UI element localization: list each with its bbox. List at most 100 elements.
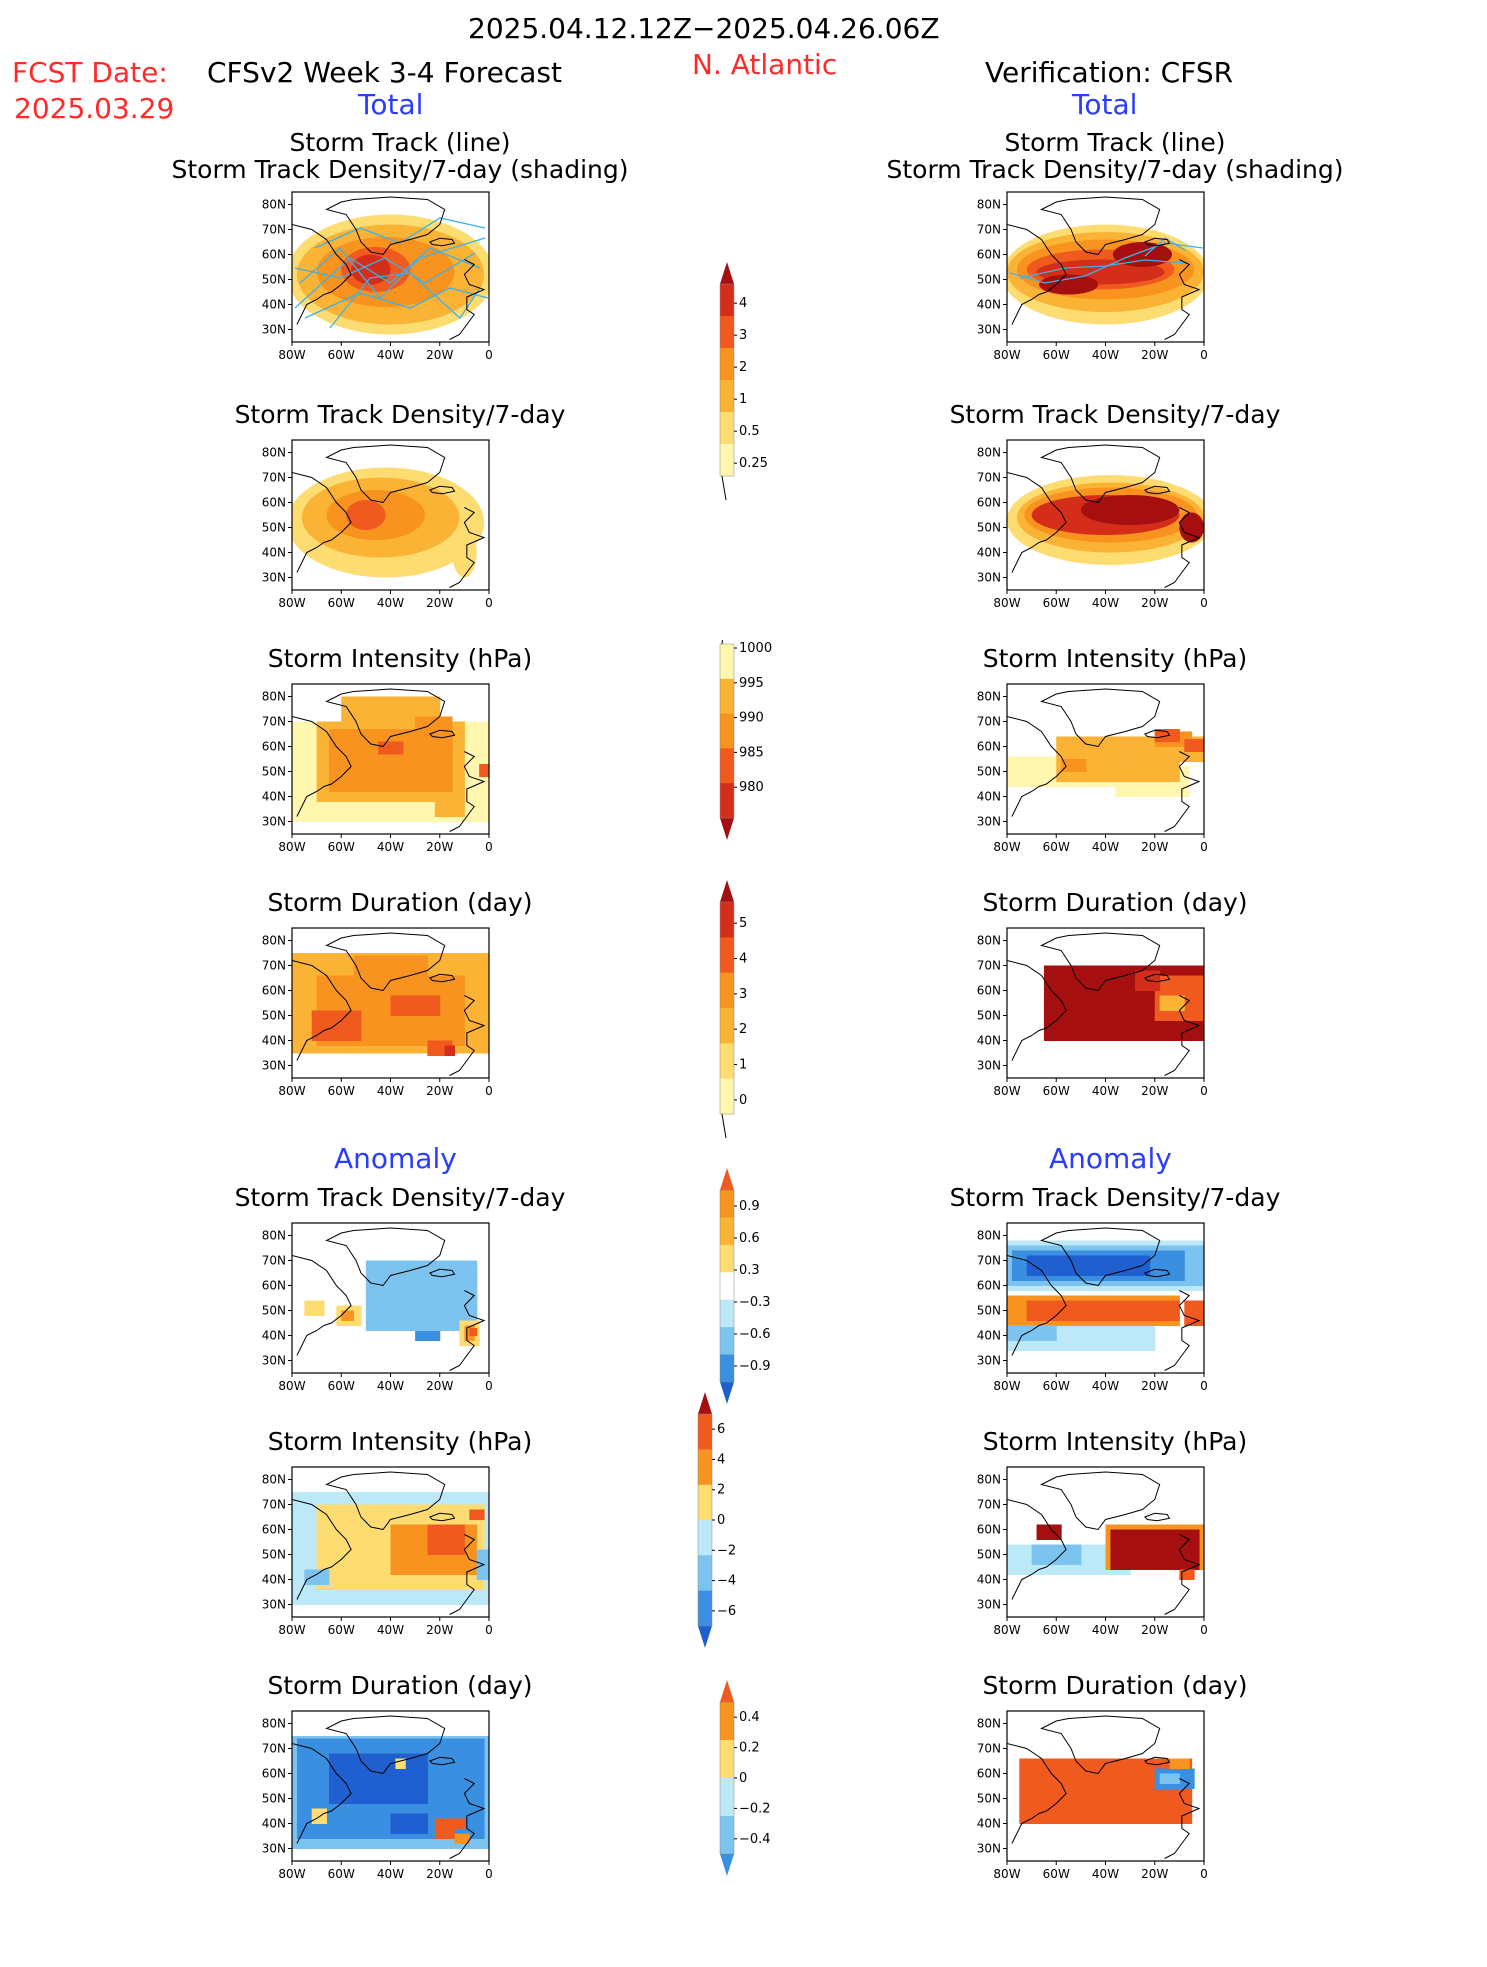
- lat-tick-label: 50N: [262, 765, 286, 779]
- colorbar-label: 4: [717, 1452, 725, 1467]
- fcst-date-value: 2025.03.29: [14, 92, 175, 125]
- lon-tick-label: 40W: [377, 348, 404, 362]
- lat-tick-label: 40N: [262, 1329, 286, 1343]
- colorbar-label: −6: [717, 1604, 736, 1619]
- panel-title: Storm Track Density/7-day: [234, 400, 566, 429]
- lat-tick-label: 30N: [977, 815, 1001, 829]
- colorbar-segment: [720, 644, 734, 680]
- europe-africa-coastline: [449, 751, 486, 832]
- shade-cell: [311, 1010, 362, 1041]
- map-shading: [292, 1715, 489, 1859]
- colorbar-label: 0.9: [739, 1199, 760, 1214]
- colorbar-label: 4: [739, 952, 747, 967]
- lon-tick-label: 20W: [426, 596, 453, 610]
- lat-tick-label: 50N: [262, 1009, 286, 1023]
- lat-tick-label: 70N: [977, 1742, 1001, 1756]
- greenland-coastline: [1040, 1227, 1161, 1287]
- lat-tick-label: 80N: [262, 1717, 286, 1731]
- anomaly-label-right: Anomaly: [1049, 1142, 1172, 1175]
- total-label-right: Total: [1072, 88, 1138, 121]
- colorbar-label: 0: [717, 1513, 725, 1528]
- map-shading: [1007, 932, 1204, 1076]
- europe-africa-coastline: [1164, 995, 1201, 1076]
- lat-tick-label: 80N: [977, 690, 1001, 704]
- map-shading: [1007, 1715, 1201, 1859]
- storm-track-line: [1144, 237, 1186, 257]
- lon-tick-label: 80W: [993, 1867, 1020, 1881]
- map-verification-anomaly-density: 80N 70N 60N 50N 40N 30N 80W 60W 40W 20W 0: [977, 1222, 1208, 1393]
- shade-cell: [304, 1569, 330, 1585]
- storm-track-line: [304, 287, 489, 319]
- lat-tick-label: 30N: [977, 1354, 1001, 1368]
- region-label: N. Atlantic: [692, 48, 838, 81]
- shade-cell: [328, 1753, 428, 1804]
- lat-tick-label: 70N: [262, 223, 286, 237]
- north-america-coastline: [292, 224, 352, 325]
- lon-tick-label: 60W: [328, 348, 355, 362]
- colorbar-segment: [698, 1555, 712, 1592]
- map-forecast-total-intensity: 80N 70N 60N 50N 40N 30N 80W 60W 40W 20W 0: [262, 683, 493, 854]
- storm-track-line: [1009, 242, 1204, 284]
- shade-cell: [454, 1833, 470, 1844]
- iceland-coastline: [429, 729, 456, 739]
- iceland-coastline: [429, 237, 456, 247]
- lat-tick-label: 40N: [977, 1817, 1001, 1831]
- lon-tick-label: 20W: [426, 348, 453, 362]
- map-verification-anomaly-intensity: 80N 70N 60N 50N 40N 30N 80W 60W 40W 20W 0: [977, 1466, 1208, 1637]
- panel-subtitle: Storm Track Density/7-day (shading): [886, 155, 1344, 184]
- colorbar-segment: [720, 937, 734, 974]
- lat-tick-label: 30N: [262, 571, 286, 585]
- storm-track-line: [1019, 259, 1186, 279]
- colorbar-segment: [720, 1327, 734, 1356]
- colorbar-label: 6: [717, 1422, 725, 1437]
- north-america-coastline: [1007, 960, 1067, 1061]
- colorbar-extend-bottom: [698, 1626, 712, 1648]
- colorbar-segment: [720, 1299, 734, 1328]
- shade-cell: [1031, 1544, 1082, 1565]
- map-shading: [292, 932, 489, 1076]
- lon-tick-label: 80W: [993, 1084, 1020, 1098]
- north-america-coastline: [292, 1743, 352, 1844]
- colorbar-anomaly-intensity: 6 4 2 0 −2 −4 −6: [697, 1392, 736, 1648]
- panel-title: Storm Duration (day): [267, 888, 533, 917]
- map-verification-total-density: 80N 70N 60N 50N 40N 30N 80W 60W 40W 20W 0: [977, 439, 1208, 610]
- lon-tick-label: 40W: [1092, 1379, 1119, 1393]
- colorbar-segment: [720, 713, 734, 749]
- shade-cell: [1159, 995, 1185, 1011]
- lat-tick-label: 30N: [262, 1598, 286, 1612]
- greenland-coastline: [325, 1471, 446, 1531]
- greenland-coastline: [325, 444, 446, 504]
- lat-tick-label: 50N: [977, 521, 1001, 535]
- iceland-coastline: [429, 973, 456, 983]
- shade-cell: [479, 764, 489, 777]
- iceland-coastline: [429, 1512, 456, 1522]
- lat-tick-label: 50N: [977, 1304, 1001, 1318]
- north-america-coastline: [292, 960, 352, 1061]
- europe-africa-coastline: [1164, 1534, 1201, 1615]
- iceland-coastline: [429, 485, 456, 495]
- lat-tick-label: 60N: [262, 740, 286, 754]
- panel-title: Storm Intensity (hPa): [267, 1427, 533, 1456]
- lon-tick-label: 0: [1200, 348, 1208, 362]
- lat-tick-label: 70N: [977, 715, 1001, 729]
- lat-tick-label: 50N: [262, 1304, 286, 1318]
- europe-africa-coastline: [1164, 1778, 1201, 1859]
- lat-tick-label: 50N: [262, 1548, 286, 1562]
- europe-africa-coastline: [449, 1778, 486, 1859]
- lon-tick-label: 80W: [278, 840, 305, 854]
- lat-tick-label: 30N: [262, 323, 286, 337]
- lon-tick-label: 0: [485, 1379, 493, 1393]
- lon-tick-label: 80W: [993, 1623, 1020, 1637]
- colorbar-segment: [720, 1078, 734, 1115]
- shade-cell: [1179, 1569, 1195, 1580]
- model-title: CFSv2 Week 3-4 Forecast: [207, 56, 562, 89]
- colorbar-intensity: 1000 995 990 985 980: [719, 640, 772, 840]
- shade-blob: [452, 527, 477, 578]
- shade-cell: [469, 1328, 478, 1336]
- europe-africa-coastline: [449, 995, 486, 1076]
- fcst-date-label: FCST Date:: [12, 56, 168, 89]
- lat-tick-label: 70N: [977, 471, 1001, 485]
- lon-tick-label: 80W: [993, 840, 1020, 854]
- lat-tick-label: 60N: [977, 1279, 1001, 1293]
- colorbar-extend-top: [720, 880, 734, 902]
